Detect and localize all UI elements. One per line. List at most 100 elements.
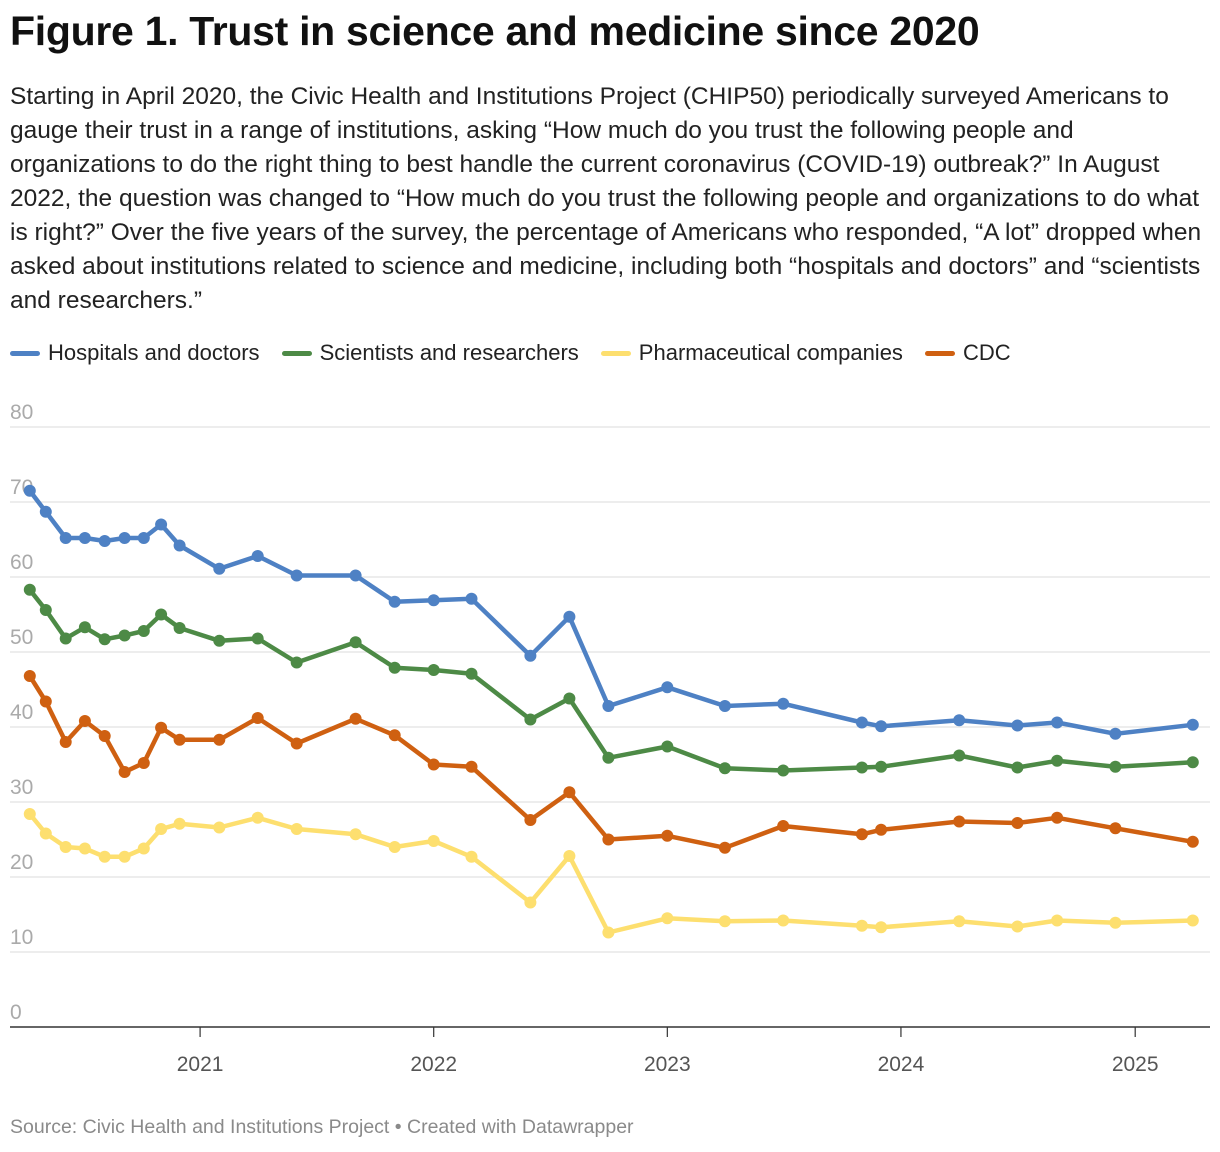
- series-cdc: [23, 670, 1199, 854]
- data-point-cdc-1: [39, 695, 52, 708]
- data-point-hospitals-and-doctors-1: [39, 505, 52, 518]
- data-point-cdc-19: [661, 829, 674, 842]
- data-point-cdc-9: [213, 733, 226, 746]
- data-point-scientists-and-researchers-2: [59, 632, 72, 645]
- data-point-cdc-18: [602, 833, 615, 846]
- x-tick-label-2023: 2023: [644, 1053, 691, 1076]
- series-layer: [23, 484, 1199, 939]
- data-point-cdc-13: [388, 729, 401, 742]
- data-point-cdc-5: [118, 766, 131, 778]
- data-point-cdc-11: [290, 737, 303, 750]
- data-point-scientists-and-researchers-15: [465, 667, 478, 680]
- series-line-pharmaceutical-companies: [27, 811, 1196, 935]
- data-point-pharmaceutical-companies-23: [875, 921, 888, 934]
- legend-swatch-scientists: [281, 350, 312, 356]
- source-note: Source: Civic Health and Institutions Pr…: [10, 1116, 634, 1138]
- data-point-hospitals-and-doctors-3: [78, 532, 91, 544]
- data-point-hospitals-and-doctors-7: [155, 518, 168, 531]
- data-point-pharmaceutical-companies-8: [173, 817, 186, 830]
- data-point-cdc-27: [1109, 822, 1122, 835]
- data-point-scientists-and-researchers-10: [251, 632, 264, 645]
- data-point-pharmaceutical-companies-11: [290, 823, 303, 835]
- y-tick-label-50: 50: [10, 626, 33, 649]
- data-point-hospitals-and-doctors-8: [173, 539, 186, 552]
- x-tick-label-2021: 2021: [177, 1053, 224, 1076]
- data-point-hospitals-and-doctors-26: [1051, 716, 1064, 729]
- data-point-pharmaceutical-companies-20: [718, 915, 731, 928]
- data-point-scientists-and-researchers-27: [1109, 760, 1122, 773]
- data-point-hospitals-and-doctors-24: [953, 714, 966, 727]
- chart-description: Starting in April 2020, the Civic Health…: [10, 83, 1202, 314]
- x-tick-label-2024: 2024: [878, 1053, 925, 1076]
- x-tick-label-2022: 2022: [410, 1053, 457, 1076]
- data-point-pharmaceutical-companies-27: [1109, 916, 1122, 929]
- legend-swatch-cdc: [924, 350, 955, 356]
- data-point-hospitals-and-doctors-5: [118, 532, 131, 544]
- data-point-pharmaceutical-companies-10: [251, 811, 264, 824]
- data-point-pharmaceutical-companies-28: [1186, 914, 1199, 927]
- data-point-pharmaceutical-companies-19: [661, 912, 674, 925]
- data-point-cdc-4: [98, 730, 111, 742]
- data-point-hospitals-and-doctors-19: [661, 681, 674, 694]
- data-point-pharmaceutical-companies-6: [137, 842, 150, 855]
- data-point-scientists-and-researchers-20: [718, 762, 731, 775]
- data-point-hospitals-and-doctors-23: [875, 720, 888, 733]
- legend-swatch-hospitals: [10, 350, 40, 356]
- data-point-cdc-28: [1186, 835, 1199, 848]
- data-point-hospitals-and-doctors-15: [465, 592, 478, 605]
- data-point-cdc-6: [137, 757, 150, 769]
- data-point-scientists-and-researchers-12: [349, 636, 362, 649]
- series-line-hospitals-and-doctors: [27, 488, 1196, 737]
- data-point-hospitals-and-doctors-21: [777, 697, 790, 710]
- data-point-pharmaceutical-companies-3: [78, 842, 91, 855]
- data-point-hospitals-and-doctors-18: [602, 700, 615, 712]
- data-point-pharmaceutical-companies-13: [388, 841, 401, 853]
- x-tick-label-2025: 2025: [1112, 1053, 1159, 1076]
- data-point-cdc-14: [427, 758, 440, 771]
- data-point-hospitals-and-doctors-10: [251, 550, 264, 562]
- data-point-pharmaceutical-companies-22: [855, 919, 868, 932]
- y-tick-label-60: 60: [10, 551, 33, 574]
- legend-label-pharma: Pharmaceutical companies: [638, 340, 903, 365]
- legend-item-pharma: Pharmaceutical companies: [600, 340, 903, 366]
- series-pharmaceutical-companies: [23, 808, 1199, 939]
- data-point-pharmaceutical-companies-26: [1051, 914, 1064, 927]
- data-point-pharmaceutical-companies-21: [777, 914, 790, 927]
- data-point-cdc-10: [251, 712, 264, 724]
- data-point-hospitals-and-doctors-16: [524, 649, 537, 662]
- data-point-scientists-and-researchers-3: [78, 621, 91, 634]
- data-point-hospitals-and-doctors-17: [563, 610, 576, 623]
- series-scientists-and-researchers: [23, 583, 1199, 777]
- data-point-pharmaceutical-companies-1: [39, 827, 52, 840]
- chart-title: Figure 1. Trust in science and medicine …: [10, 8, 980, 54]
- data-point-pharmaceutical-companies-15: [465, 850, 478, 863]
- y-tick-label-40: 40: [10, 701, 33, 724]
- data-point-scientists-and-researchers-23: [875, 760, 888, 773]
- data-point-scientists-and-researchers-6: [137, 625, 150, 637]
- y-tick-label-0: 0: [10, 1001, 22, 1024]
- legend-label-cdc: CDC: [962, 340, 1011, 365]
- y-tick-label-30: 30: [10, 776, 33, 799]
- data-point-pharmaceutical-companies-14: [427, 835, 440, 847]
- data-point-pharmaceutical-companies-5: [118, 850, 131, 863]
- data-point-cdc-26: [1051, 811, 1064, 824]
- data-point-scientists-and-researchers-19: [661, 740, 674, 753]
- data-point-cdc-16: [524, 814, 537, 826]
- data-point-cdc-7: [155, 721, 168, 734]
- data-point-cdc-12: [349, 712, 362, 725]
- data-point-cdc-3: [78, 715, 91, 727]
- data-point-pharmaceutical-companies-24: [953, 915, 966, 928]
- data-point-scientists-and-researchers-26: [1051, 754, 1064, 767]
- y-tick-label-20: 20: [10, 851, 33, 874]
- data-point-scientists-and-researchers-8: [173, 622, 186, 634]
- data-point-scientists-and-researchers-22: [855, 761, 868, 774]
- data-point-cdc-21: [777, 820, 790, 832]
- data-point-cdc-24: [953, 815, 966, 828]
- data-point-hospitals-and-doctors-0: [23, 484, 36, 497]
- legend-item-hospitals: Hospitals and doctors: [10, 340, 260, 366]
- data-point-cdc-17: [563, 786, 576, 799]
- data-point-hospitals-and-doctors-12: [349, 569, 362, 582]
- data-point-scientists-and-researchers-9: [213, 634, 226, 647]
- legend-label-hospitals: Hospitals and doctors: [48, 340, 260, 365]
- data-point-hospitals-and-doctors-28: [1186, 718, 1199, 731]
